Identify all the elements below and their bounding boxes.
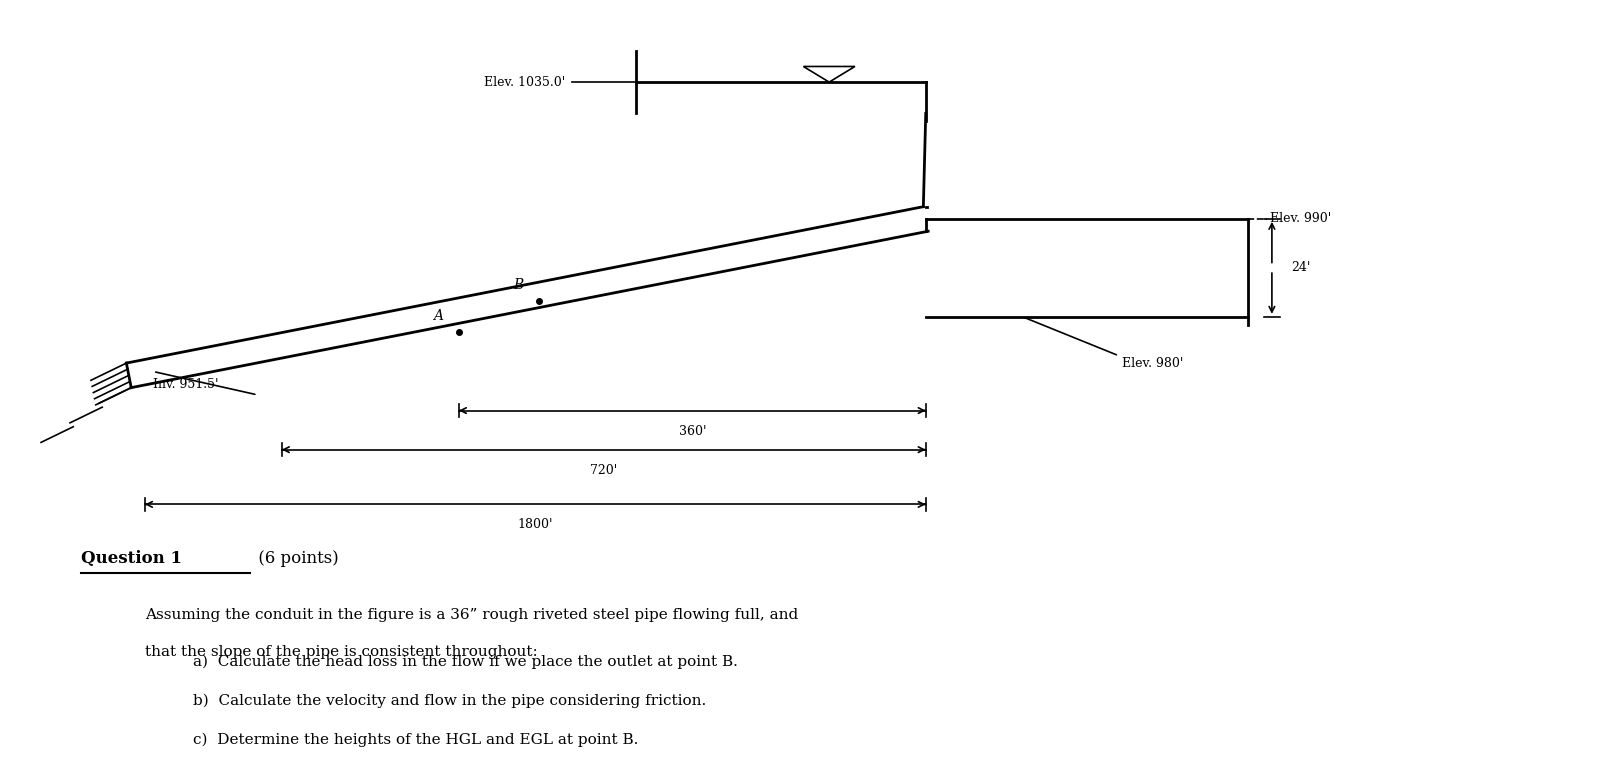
Text: 1800': 1800' [517,518,554,532]
Text: A: A [433,309,443,323]
Text: B: B [514,278,523,292]
Text: 720': 720' [591,464,617,477]
Text: Question 1: Question 1 [80,550,182,567]
Text: c)  Determine the heights of the HGL and EGL at point B.: c) Determine the heights of the HGL and … [193,733,639,747]
Text: Assuming the conduit in the figure is a 36” rough riveted steel pipe flowing ful: Assuming the conduit in the figure is a … [145,608,799,622]
Text: that the slope of the pipe is consistent throughout:: that the slope of the pipe is consistent… [145,645,538,659]
Text: 360': 360' [678,425,707,438]
Text: Elev. 980': Elev. 980' [1122,357,1183,371]
Text: Inv. 951.5': Inv. 951.5' [153,378,219,391]
Text: b)  Calculate the velocity and flow in the pipe considering friction.: b) Calculate the velocity and flow in th… [193,694,707,708]
Text: (6 points): (6 points) [253,550,338,567]
Text: 24': 24' [1291,261,1311,274]
Text: a)  Calculate the head loss in the flow if we place the outlet at point B.: a) Calculate the head loss in the flow i… [193,655,737,669]
Text: Elev. 1035.0': Elev. 1035.0' [485,76,565,88]
Text: Elev. 990': Elev. 990' [1270,213,1331,225]
